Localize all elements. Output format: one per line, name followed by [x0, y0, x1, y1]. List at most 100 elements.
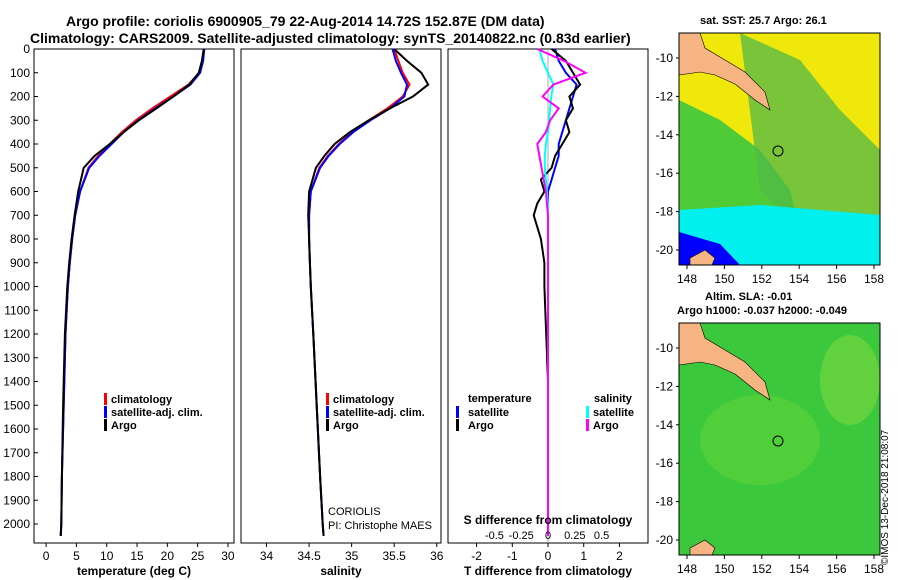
lon-tick-label: 156: [827, 562, 847, 576]
s-tick-label: 0.25: [564, 530, 585, 542]
salinity-plot-frame: [240, 48, 442, 544]
series-line: [59, 48, 205, 536]
salinity-legend: climatology satellite-adj. clim. Argo: [326, 393, 425, 432]
legend-swatch-climatology: [104, 393, 107, 405]
x-tick-label: 34.5: [297, 549, 321, 563]
legend-title-temperature: temperature: [468, 393, 532, 405]
y-tick-label: 0: [23, 42, 30, 56]
x-tick-label: 1: [580, 549, 587, 563]
lat-tick-label: -16: [656, 456, 674, 470]
lat-tick-label: -14: [656, 418, 674, 432]
salinity-profiles: [307, 48, 430, 536]
y-tick-label: 1600: [3, 422, 30, 436]
legend-argo: Argo: [333, 420, 359, 432]
sla-light-patch-east: [820, 335, 880, 425]
lon-tick-label: 148: [677, 562, 697, 576]
y-tick-label: 700: [10, 208, 30, 222]
salinity-difference-label: S difference from climatology: [464, 513, 633, 527]
x-tick-label: 2: [616, 549, 623, 563]
lon-tick-label: 152: [752, 562, 772, 576]
legend-swatch-argo: [326, 419, 329, 431]
difference-x-axis: -2 -1 0 1 2: [471, 543, 623, 563]
figure-title-line1: Argo profile: coriolis 6900905_79 22-Aug…: [66, 13, 545, 29]
lat-tick-label: -10: [656, 51, 674, 65]
sla-land-aus: [689, 539, 716, 556]
legend-swatch-climatology: [326, 393, 329, 405]
lon-tick-label: 158: [864, 562, 884, 576]
sst-green-region-east: [740, 33, 880, 230]
salinity-x-axis: 34 34.5 35 35.5 36: [260, 543, 444, 563]
legend-swatch-s-argo: [586, 419, 589, 431]
x-tick-label: -1: [507, 549, 518, 563]
sla-map-title-line2: Argo h1000: -0.037 h2000: -0.049: [677, 305, 847, 317]
y-tick-label: 800: [10, 232, 30, 246]
s-tick-label: -0.5: [485, 530, 504, 542]
y-tick-label: 1900: [3, 493, 30, 507]
lat-tick-label: -12: [656, 89, 674, 103]
sla-map: -10 -12 -14 -16 -18 -20 148 150 152 154 156 158: [656, 322, 884, 576]
y-tick-label: 2000: [3, 517, 30, 531]
legend-swatch-argo: [104, 419, 107, 431]
legend-swatch-s-satellite: [586, 406, 589, 418]
y-tick-label: 1300: [3, 351, 30, 365]
sla-map-lat-axis: -10 -12 -14 -16 -18 -20: [656, 341, 679, 547]
lon-tick-label: 158: [864, 272, 884, 286]
sst-map-title: sat. SST: 25.7 Argo: 26.1: [700, 15, 827, 27]
x-tick-label: 36: [430, 549, 444, 563]
y-tick-label: 1500: [3, 398, 30, 412]
x-tick-label: 0: [545, 549, 552, 563]
lon-tick-label: 152: [752, 272, 772, 286]
s-tick-label: 0: [545, 530, 551, 542]
x-tick-label: 20: [161, 549, 175, 563]
lat-tick-label: -18: [656, 205, 674, 219]
sst-land-png: [678, 32, 771, 111]
x-tick-label: 5: [73, 549, 80, 563]
sla-map-title-line1: Altim. SLA: -0.01: [705, 291, 793, 303]
y-tick-label: 600: [10, 185, 30, 199]
sst-map-frame: [678, 32, 881, 266]
sst-map-lat-axis: -10 -12 -14 -16 -18 -20: [656, 51, 679, 257]
sst-map: -10 -12 -14 -16 -18 -20 148 150 152 154 156 158: [656, 32, 884, 286]
legend-t-satellite: satellite: [468, 407, 509, 419]
y-tick-label: 1400: [3, 375, 30, 389]
lon-tick-label: 150: [714, 562, 734, 576]
y-tick-label: 400: [10, 137, 30, 151]
legend-s-argo: Argo: [593, 420, 619, 432]
temperature-panel: 0100200300400500600700800900100011001200…: [3, 42, 235, 578]
lat-tick-label: -20: [656, 243, 674, 257]
y-tick-label: 1100: [4, 303, 30, 317]
x-tick-label: 34: [260, 549, 274, 563]
temperature-x-axis: 0 5 10 15 20 25 30: [43, 543, 235, 563]
lat-tick-label: -14: [656, 128, 674, 142]
y-tick-label: 1700: [3, 446, 30, 460]
salinity-difference-axis: -0.5 -0.25 0 0.25 0.5: [485, 530, 609, 542]
sla-map-lon-axis: 148 150 152 154 156 158: [677, 555, 884, 576]
y-tick-label: 1800: [3, 470, 30, 484]
lat-tick-label: -20: [656, 533, 674, 547]
legend-s-satellite: satellite: [593, 407, 634, 419]
lat-tick-label: -12: [656, 379, 674, 393]
legend-swatch-satellite: [104, 406, 107, 418]
legend-satellite: satellite-adj. clim.: [111, 407, 203, 419]
difference-profiles: [532, 48, 588, 536]
y-tick-label: 900: [10, 256, 30, 270]
difference-legend: temperature satellite Argo salinity sate…: [456, 393, 634, 432]
temperature-legend: climatology satellite-adj. clim. Argo: [104, 393, 203, 432]
sst-cyan-region: [679, 205, 880, 265]
x-tick-label: 15: [130, 549, 144, 563]
x-tick-label: 0: [43, 549, 50, 563]
annotation-pi: PI: Christophe MAES: [328, 520, 432, 532]
argo-location-marker: [772, 435, 784, 447]
sst-map-lon-axis: 148 150 152 154 156 158: [677, 265, 884, 286]
difference-series-line: [536, 48, 588, 536]
lon-tick-label: 154: [789, 562, 809, 576]
legend-title-salinity: salinity: [594, 393, 633, 405]
s-tick-label: 0.5: [594, 530, 609, 542]
imos-timestamp: ©IMOS 13-Dec-2018 21:08:07: [880, 429, 891, 565]
depth-axis: 0 100 200 300 400 500 600 700 800 900 1000 1100 1200…: [3, 42, 38, 531]
legend-swatch-satellite: [326, 406, 329, 418]
lon-tick-label: 156: [827, 272, 847, 286]
sla-map-frame: [678, 322, 881, 556]
annotation-coriolis: CORIOLIS: [328, 506, 381, 518]
